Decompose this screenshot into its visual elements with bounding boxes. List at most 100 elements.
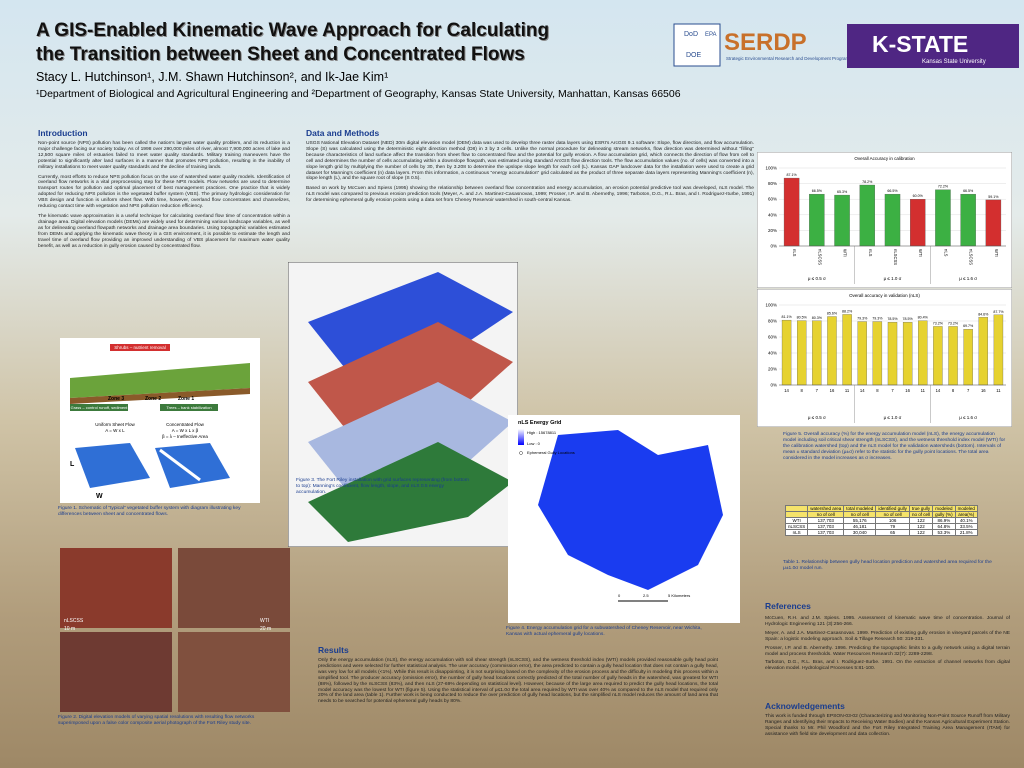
landscape bbox=[70, 363, 250, 398]
bar bbox=[827, 316, 837, 386]
layer bbox=[308, 382, 513, 492]
value-label: 72.2% bbox=[938, 185, 949, 189]
value-label: 69.7% bbox=[963, 324, 974, 328]
y-tick-label: 80% bbox=[768, 181, 777, 186]
x-tick-label: 11 bbox=[921, 388, 926, 393]
table-row: nLS 137,703 30,040 65 122 53.3% 21.8% bbox=[784, 529, 978, 536]
x-tick-label: 16 bbox=[830, 388, 835, 393]
figure-1: Shrubs – nutrient removal Zone 3 Zone 2 … bbox=[60, 338, 260, 503]
value-label: 78.5% bbox=[903, 317, 914, 321]
legend-label: High : 15678811 bbox=[527, 430, 557, 435]
label-box bbox=[110, 344, 170, 351]
bar bbox=[842, 314, 852, 386]
caption: Figure 5. Overall accuracy (%) for the e… bbox=[783, 432, 1006, 461]
heading: Acknowledgements bbox=[765, 701, 845, 711]
logo-text: K-STATE bbox=[872, 31, 968, 57]
x-tick-label: 7 bbox=[891, 388, 894, 393]
label: W bbox=[96, 493, 103, 500]
table-cell: modeled bbox=[954, 505, 978, 512]
x-tick-label: 11 bbox=[996, 388, 1001, 393]
plane bbox=[155, 443, 230, 488]
value-label: 66.5% bbox=[963, 189, 974, 193]
heading: Introduction bbox=[38, 128, 88, 138]
x-tick-label: 8 bbox=[876, 388, 879, 393]
table-row: nLSCSS 137,703 46,181 79 122 64.8% 33.5% bbox=[784, 523, 978, 530]
bar bbox=[978, 317, 988, 386]
logo-box bbox=[673, 23, 721, 67]
logo-text: EPA bbox=[705, 32, 717, 38]
logo-text: Strategic Environmental Research and Dev… bbox=[726, 56, 850, 61]
table-cell: watershed area bbox=[807, 505, 845, 512]
value-label: 84.6% bbox=[978, 312, 989, 316]
group-label: μ ≤ 0.5 σ bbox=[808, 276, 826, 281]
label: Trees – bank stabilization bbox=[166, 405, 211, 410]
label: Concentrated Flow bbox=[166, 422, 205, 427]
table-cell: 53.3% bbox=[932, 529, 956, 536]
x-tick-label: 8 bbox=[801, 388, 804, 393]
chart-title: Overall accuracy in validation (nLS) bbox=[849, 293, 920, 298]
scale-label: 0 bbox=[618, 593, 621, 598]
layer bbox=[308, 272, 513, 372]
y-tick-label: 0% bbox=[770, 383, 777, 388]
legend-title: nLS Energy Grid bbox=[518, 420, 561, 426]
paragraph: Currently, most efforts to reduce NPS po… bbox=[38, 174, 290, 210]
authors: Stacy L. Hutchinson¹, J.M. Shawn Hutchin… bbox=[36, 70, 389, 84]
value-label: 80.4% bbox=[918, 316, 929, 320]
photo bbox=[60, 548, 172, 628]
label: WTI bbox=[260, 618, 269, 624]
bar bbox=[960, 193, 976, 247]
table-cell: 30,040 bbox=[843, 529, 877, 536]
bar bbox=[809, 193, 825, 247]
table-header: no of cell no of cell no of cell no of cell… bbox=[784, 511, 978, 518]
bar bbox=[781, 319, 792, 386]
figure-2: 10 m 20 m nLSCSS WTI bbox=[60, 548, 290, 712]
logo-text: Kansas State University bbox=[922, 59, 986, 65]
value-label: 81.1% bbox=[781, 315, 792, 319]
photo bbox=[178, 632, 290, 712]
logo-text: DOE bbox=[686, 52, 702, 59]
label: Zone 3 bbox=[108, 396, 124, 402]
bar bbox=[872, 321, 883, 386]
label: 10 m bbox=[64, 626, 75, 632]
label-box bbox=[160, 404, 218, 411]
heading: Data and Methods bbox=[306, 128, 380, 138]
group-label: μ ≤ 0.5 σ bbox=[808, 415, 826, 420]
table-cell: gully (%) bbox=[932, 511, 956, 518]
plane bbox=[75, 443, 150, 488]
table-cell: total modeled bbox=[843, 505, 877, 512]
bar bbox=[859, 184, 875, 247]
table-header: watershed area total modeled identified gu… bbox=[784, 505, 978, 512]
y-tick-label: 60% bbox=[768, 197, 777, 202]
y-tick-label: 100% bbox=[765, 303, 777, 308]
label: L bbox=[70, 461, 75, 468]
value-label: 66.5% bbox=[887, 189, 898, 193]
reference: Tarboton, D.G., R.L. Bras, and I. Rodrig… bbox=[765, 660, 1010, 672]
layer bbox=[308, 442, 513, 542]
y-tick-label: 40% bbox=[768, 351, 777, 356]
group-label: μ ≤ 1.6 σ bbox=[959, 415, 977, 420]
label: 20 m bbox=[260, 626, 271, 632]
label-box bbox=[70, 404, 128, 411]
reference: McCuen, R.H. and J.M. Spiess. 1995. Asse… bbox=[765, 616, 1010, 627]
reference: Prosser, I.P. and B. Abernethy. 1996. Pr… bbox=[765, 645, 1010, 657]
photo bbox=[60, 632, 172, 712]
photo bbox=[178, 548, 290, 628]
x-tick-label: 16 bbox=[981, 388, 986, 393]
x-tick-label: 7 bbox=[816, 388, 819, 393]
y-tick-label: 80% bbox=[768, 319, 777, 324]
label: Uniform Sheet Flow bbox=[95, 422, 135, 427]
chart-background bbox=[757, 289, 1012, 427]
bar bbox=[783, 177, 800, 247]
bar bbox=[812, 320, 822, 386]
table-cell: 65 bbox=[875, 529, 910, 536]
x-tick-label: WTI bbox=[994, 249, 999, 257]
table-cell: true gully bbox=[908, 505, 934, 512]
label: A = W x L x β bbox=[172, 428, 199, 433]
label: Zone 1 bbox=[178, 396, 194, 402]
y-tick-label: 40% bbox=[768, 212, 777, 217]
table-cell: nLSCSS bbox=[784, 523, 809, 530]
x-tick-label: WTI bbox=[843, 249, 848, 257]
caption: Table 1. Relationship between gully head… bbox=[783, 560, 992, 571]
logo-text: DoD bbox=[684, 31, 698, 38]
x-tick-label: nLSCSS bbox=[969, 249, 974, 265]
